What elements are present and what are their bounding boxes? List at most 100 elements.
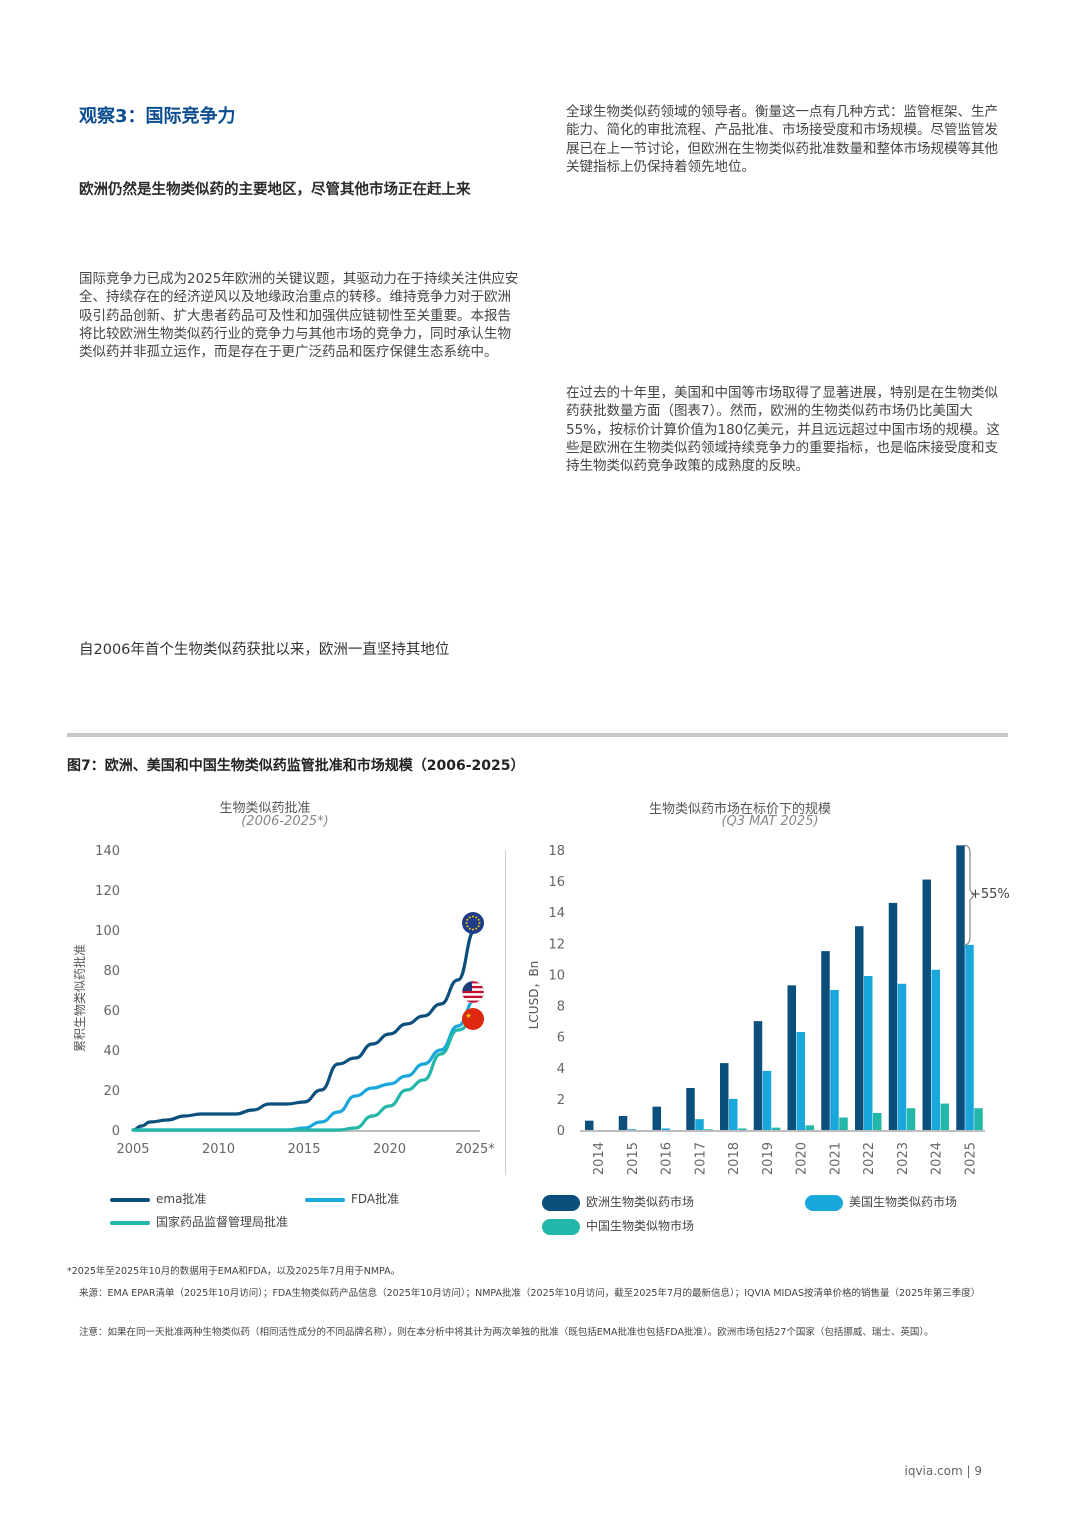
cn-flag-star: ★ xyxy=(465,1012,471,1020)
bar-eu-2025 xyxy=(956,845,965,1130)
x-tick-label: 2019 xyxy=(761,1142,776,1175)
line-chart-title: 生物类似药批准 xyxy=(219,801,311,816)
bar-chart: 0 2 4 6 8 10 12 14 16 18 LCUSD，Bn 2014 2015 2016 2017 2… xyxy=(527,844,1010,1175)
growth-annotation: +55% xyxy=(970,887,1010,902)
x-tick-label: 2020 xyxy=(795,1142,810,1175)
eu-flag-star xyxy=(477,918,480,921)
bar-us-2016 xyxy=(661,1128,670,1130)
y-tick-label: 60 xyxy=(103,1004,120,1019)
legend-item: 国家药品监督管理局批准 xyxy=(110,1213,288,1230)
series-line-eu xyxy=(131,928,477,1132)
bar-cn-2019 xyxy=(771,1127,781,1130)
y-tick-label: 4 xyxy=(557,1062,565,1077)
source-note: 来源：EMA EPAR清单（2025年10月访问）；FDA生物类似药产品信息（2… xyxy=(79,1288,981,1299)
us-flag-stripe xyxy=(462,983,484,986)
eu-flag-star xyxy=(475,927,478,930)
y-tick-label: 16 xyxy=(548,875,565,890)
page-footer: iqvia.com | 9 xyxy=(904,1464,983,1478)
chart-divider xyxy=(505,850,506,1175)
x-tick-label: 2018 xyxy=(727,1142,742,1175)
eu-flag-disc xyxy=(462,912,484,934)
figure-title: 图7：欧洲、美国和中国生物类似药监管批准和市场规模（2006-2025） xyxy=(67,758,525,774)
footnote: *2025年至2025年10月的数据用于EMA和FDA，以及2025年7月用于N… xyxy=(67,1266,401,1277)
legend-swatch xyxy=(305,1197,345,1202)
us-flag-stripe xyxy=(462,990,484,994)
y-tick-label: 2 xyxy=(557,1093,565,1108)
y-tick-label: 0 xyxy=(112,1124,120,1139)
section-divider xyxy=(67,733,1008,737)
bar-us-2024 xyxy=(931,969,940,1130)
bar-us-2015 xyxy=(627,1129,637,1130)
paragraph-right-2: 在过去的十年里，美国和中国等市场取得了显著进展，特别是在生物类似药获批数量方面（… xyxy=(566,385,1000,475)
us-flag-canton xyxy=(462,981,472,991)
x-tick-label: 2020 xyxy=(373,1142,406,1157)
y-tick-label: 18 xyxy=(548,844,565,859)
x-tick-label: 2025 xyxy=(963,1142,978,1175)
x-tick-label: 2017 xyxy=(693,1142,708,1175)
bar-chart-subtitle: (Q3 MAT 2025) xyxy=(721,814,819,829)
us-flag-icon xyxy=(461,980,485,1004)
us-flag-stripe xyxy=(462,985,484,989)
legend-swatch xyxy=(805,1194,843,1211)
us-flag-stripe xyxy=(462,981,484,984)
bar-cn-2020 xyxy=(805,1125,814,1130)
bar-us-2019 xyxy=(762,1070,772,1130)
bar-eu-2017 xyxy=(686,1088,695,1130)
eu-flag-star xyxy=(472,915,474,918)
paragraph-left: 国际竞争力已成为2025年欧洲的关键议题，其驱动力在于持续关注供应安全、持续存在… xyxy=(79,271,519,361)
eu-flag-star xyxy=(477,925,480,928)
legend-item: FDA批准 xyxy=(305,1190,399,1207)
series-line-cn xyxy=(131,1018,477,1132)
us-flag-stripe xyxy=(462,1000,484,1003)
eu-flag-star xyxy=(475,916,478,919)
bar-eu-2019 xyxy=(753,1021,763,1130)
x-tick-label: 2016 xyxy=(660,1142,675,1175)
legend-item: 中国生物类似物市场 xyxy=(542,1217,694,1235)
legend-swatch xyxy=(542,1194,580,1211)
x-tick-label: 2010 xyxy=(202,1142,235,1157)
eu-flag-star xyxy=(468,916,471,919)
subheading: 欧洲仍然是生物类似药的主要地区，尽管其他市场正在赶上来 xyxy=(79,182,471,198)
bar-eu-2015 xyxy=(618,1116,628,1130)
us-flag-stripe xyxy=(462,995,484,999)
line-chart: 0 20 40 60 80 100 120 140 2005 2010 2015 2020 2025* 累… xyxy=(72,844,495,1157)
us-flag-stripe xyxy=(462,988,484,991)
bar-eu-2023 xyxy=(888,902,898,1130)
methodology-note: 注意：如果在同一天批准两种生物类似药（相同活性成分的不同品牌名称），则在本分析中… xyxy=(79,1327,934,1338)
legend-swatch xyxy=(110,1220,150,1225)
legend-item: ema批准 xyxy=(110,1190,206,1207)
legend-item: 美国生物类似药市场 xyxy=(805,1193,957,1211)
y-tick-label: 8 xyxy=(557,1000,565,1015)
legend-label: 美国生物类似药市场 xyxy=(849,1195,958,1209)
eu-flag-star xyxy=(478,922,481,924)
x-tick-label: 2025* xyxy=(455,1142,495,1157)
bar-eu-2024 xyxy=(922,879,931,1130)
legend-label: 欧洲生物类似药市场 xyxy=(586,1195,695,1209)
x-tick-label: 2024 xyxy=(930,1142,945,1175)
legend-label: FDA批准 xyxy=(351,1192,400,1206)
x-tick-label: 2023 xyxy=(896,1142,911,1175)
y-tick-label: 140 xyxy=(95,844,120,859)
bar-cn-2022 xyxy=(873,1112,882,1130)
bar-eu-2016 xyxy=(652,1106,661,1130)
us-flag-ring xyxy=(461,980,485,1004)
legend-label: 中国生物类似物市场 xyxy=(586,1219,695,1233)
bar-us-2023 xyxy=(897,983,907,1130)
eu-flag-star xyxy=(466,918,469,921)
y-axis-label: 累积生物类似药批准 xyxy=(72,944,87,1052)
bar-cn-2023 xyxy=(906,1108,916,1130)
legend-item: 欧洲生物类似药市场 xyxy=(542,1193,694,1211)
y-tick-label: 0 xyxy=(557,1124,565,1139)
y-tick-label: 6 xyxy=(557,1031,565,1046)
cn-flag-icon: ★ xyxy=(462,1008,484,1030)
eu-flag-star xyxy=(472,928,474,931)
bar-us-2017 xyxy=(695,1119,704,1130)
x-tick-label: 2014 xyxy=(592,1142,607,1175)
bar-us-2020 xyxy=(796,1032,805,1130)
cn-flag-disc xyxy=(462,1008,484,1030)
x-tick-label: 2021 xyxy=(828,1142,843,1175)
bar-us-2025 xyxy=(965,944,974,1130)
legend-label: 国家药品监督管理局批准 xyxy=(156,1215,289,1229)
y-tick-label: 20 xyxy=(103,1084,120,1099)
paragraph-right-1: 全球生物类似药领域的领导者。衡量这一点有几种方式：监管框架、生产能力、简化的审批… xyxy=(566,104,998,175)
